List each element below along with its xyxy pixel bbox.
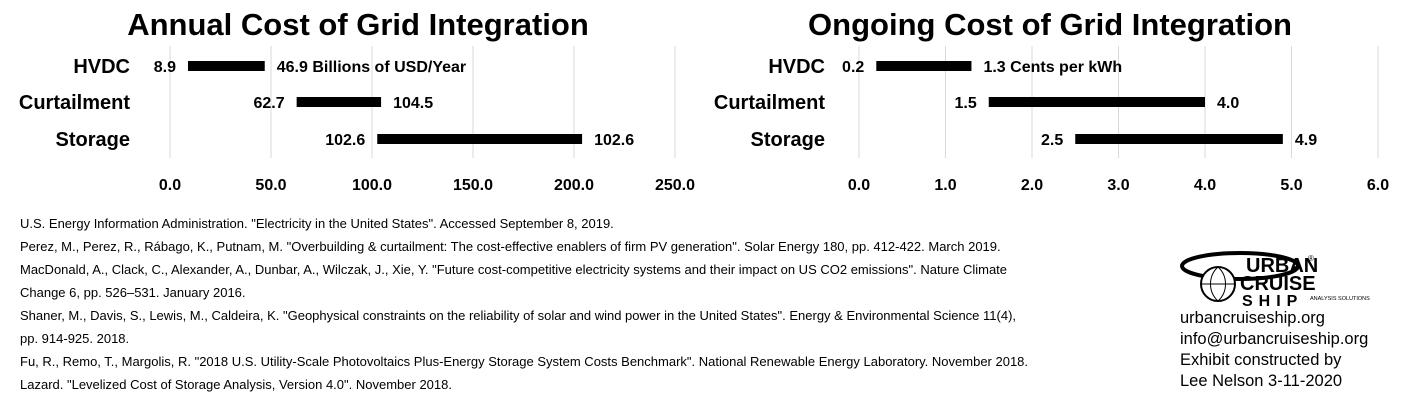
range-bar [296,97,382,107]
reference-line: Change 6, pp. 526–531. January 2016. [20,285,246,300]
low-value-label: 1.5 [955,95,977,112]
high-value-text: 104.5 [393,95,433,112]
charts-canvas: Annual Cost of Grid Integration 0.0 50.0 10… [19,7,1389,194]
email-link[interactable]: info@urbancruiseship.org [1180,330,1369,348]
category-label: Storage [56,129,130,151]
contact-block: urbancruiseship.org info@urbancruiseship… [1180,308,1368,392]
x-tick-label: 0.0 [159,177,181,194]
credit-line-2: Lee Nelson 3-11-2020 [1180,372,1343,390]
high-value-text: 46.9 [277,59,308,76]
credit-line-1: Exhibit constructed by [1180,351,1342,369]
x-tick-label: 200.0 [554,177,594,194]
high-value-text: 1.3 [983,59,1005,76]
x-tick-label: 50.0 [255,177,286,194]
range-bar [988,97,1205,107]
high-value-label: 104.5 [393,95,433,112]
logo-globe-meridian [1202,266,1234,302]
low-value-label: 62.7 [254,95,285,112]
low-value-label: 2.5 [1041,132,1063,149]
category-label: Curtailment [19,92,130,114]
reference-line: pp. 914-925. 2018. [20,331,130,346]
low-value-label: 0.2 [842,59,864,76]
ongoing-cost-chart: Ongoing Cost of Grid Integration 0.0 1.0 2.… [714,7,1389,194]
x-tick-label: 6.0 [1367,177,1389,194]
high-value-text: 4.0 [1217,95,1239,112]
reference-line: Perez, M., Perez, R., Rábago, K., Putnam… [20,239,1001,254]
x-tick-label: 5.0 [1280,177,1302,194]
high-value-label: 102.6 [594,132,634,149]
x-tick-label: 100.0 [352,177,392,194]
low-value-label: 102.6 [325,132,365,149]
low-value-label: 8.9 [154,59,176,76]
reference-line: Fu, R., Remo, T., Margolis, R. "2018 U.S… [20,354,1029,369]
high-value-label: 46.9 Billions of USD/Year [277,59,466,76]
unit-label: Cents per kWh [1010,59,1122,76]
high-value-label: 1.3 Cents per kWh [983,59,1122,76]
range-bar [187,61,265,71]
urban-cruise-ship-logo: URBAN ® CRUISE SHIP ANALYSIS SOLUTIONS [1180,251,1370,308]
annual-cost-chart: Annual Cost of Grid Integration 0.0 50.0 10… [19,7,695,194]
category-label: HVDC [768,56,825,78]
category-label: Storage [751,129,825,151]
reference-line: MacDonald, A., Clack, C., Alexander, A.,… [20,262,1008,277]
range-bar [377,134,583,144]
website-link[interactable]: urbancruiseship.org [1180,309,1325,327]
range-bar [876,61,972,71]
logo-swoosh [1180,251,1300,281]
high-value-label: 4.0 [1217,95,1239,112]
logo-small-text: ANALYSIS SOLUTIONS [1310,296,1370,302]
logo-line-urban: URBAN [1246,255,1318,277]
x-tick-label: 3.0 [1107,177,1129,194]
logo-line-cruise: CRUISE [1240,273,1316,295]
x-tick-label: 1.0 [934,177,956,194]
unit-label: Billions of USD/Year [312,59,466,76]
x-tick-label: 250.0 [655,177,695,194]
logo-reg-mark: ® [1308,254,1314,263]
reference-line: U.S. Energy Information Administration. … [20,216,614,231]
chart-title: Annual Cost of Grid Integration [127,7,589,42]
high-value-text: 4.9 [1295,132,1317,149]
high-value-text: 102.6 [594,132,634,149]
logo-line-ship: SHIP [1242,293,1303,308]
category-label: HVDC [73,56,130,78]
chart-title: Ongoing Cost of Grid Integration [808,7,1292,42]
x-tick-label: 2.0 [1021,177,1043,194]
high-value-label: 4.9 [1295,132,1317,149]
references-list: U.S. Energy Information Administration. … [20,212,1160,396]
reference-line: Shaner, M., Davis, S., Lewis, M., Caldei… [20,308,1017,323]
range-bar [1075,134,1283,144]
category-label: Curtailment [714,92,825,114]
x-tick-label: 150.0 [453,177,493,194]
x-tick-label: 4.0 [1194,177,1216,194]
x-tick-label: 0.0 [848,177,870,194]
reference-line: Lazard. "Levelized Cost of Storage Analy… [20,377,452,392]
